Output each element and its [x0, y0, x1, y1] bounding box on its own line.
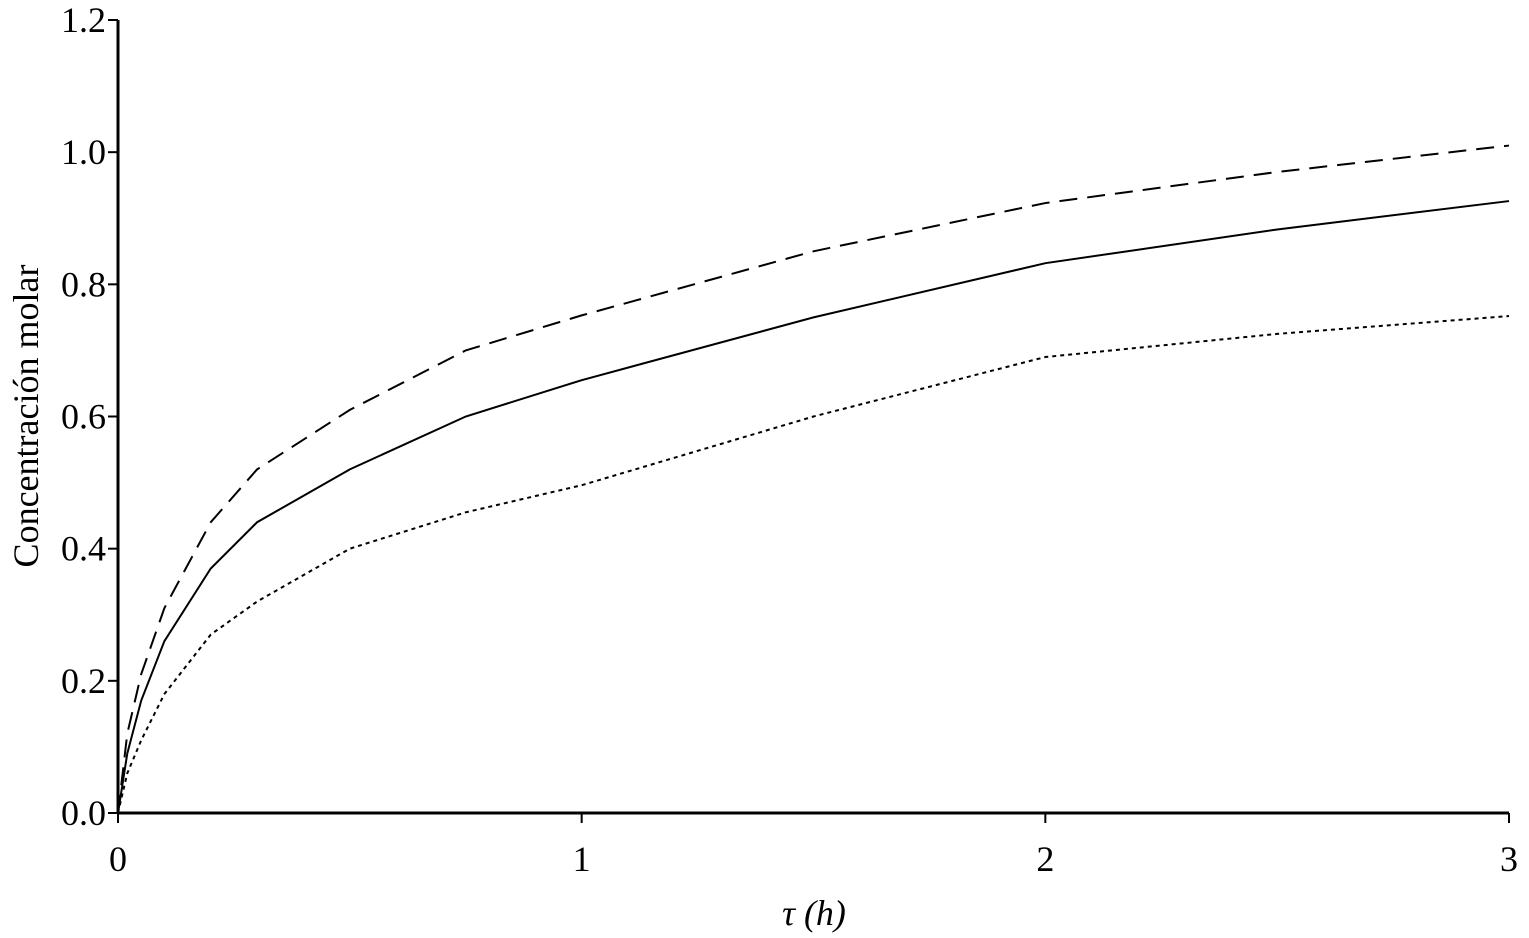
- y-tick-label: 0.6: [61, 397, 106, 437]
- y-axis-label: Concentración molar: [6, 265, 46, 568]
- line-series: [117, 144, 1510, 814]
- line-series: [117, 200, 1510, 814]
- y-tick-label: 0.0: [61, 793, 106, 833]
- x-tick-label: 0: [109, 839, 127, 879]
- y-tick-label: 1.2: [61, 0, 106, 40]
- x-axis-label: τ (h): [782, 893, 846, 933]
- y-tick-label: 0.4: [61, 529, 106, 569]
- x-tick-label: 1: [573, 839, 591, 879]
- line-series: [117, 315, 1510, 814]
- x-tick-label: 3: [1500, 839, 1518, 879]
- y-tick-label: 0.8: [61, 264, 106, 304]
- y-tick-label: 1.0: [61, 132, 106, 172]
- y-tick-label: 0.2: [61, 661, 106, 701]
- x-tick-label: 2: [1036, 839, 1054, 879]
